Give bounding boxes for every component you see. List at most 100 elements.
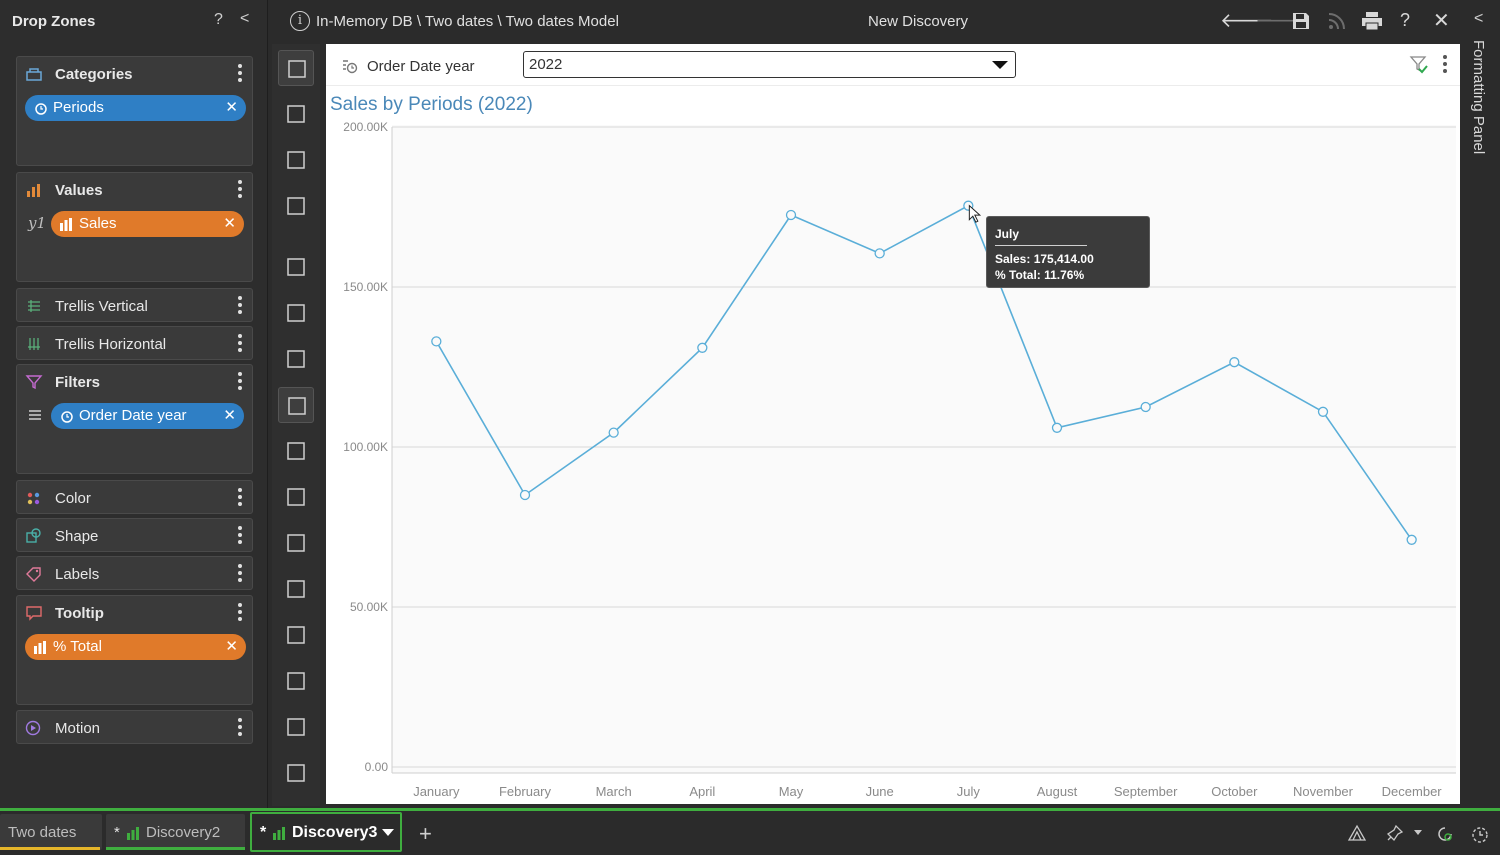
- save-icon[interactable]: [1291, 11, 1311, 31]
- remove-icon[interactable]: ✕: [223, 215, 236, 232]
- drop-zones-panel: Drop Zones ? < Categories Periods ✕ Valu…: [0, 0, 268, 808]
- zone-menu-icon[interactable]: [238, 718, 242, 738]
- zone-menu-icon[interactable]: [238, 296, 242, 316]
- trellis-vertical-icon: [28, 300, 40, 312]
- gauge-icon[interactable]: [278, 663, 314, 699]
- remove-icon[interactable]: ✕: [223, 407, 236, 424]
- zone-shape[interactable]: Shape: [16, 518, 253, 552]
- chevron-down-icon[interactable]: [992, 61, 1008, 69]
- zone-menu-icon[interactable]: [238, 564, 242, 584]
- zone-menu-icon[interactable]: [238, 64, 242, 84]
- x-tick-label: October: [1211, 784, 1258, 799]
- line-chart-icon[interactable]: [278, 387, 314, 423]
- pie-chart-icon[interactable]: [278, 479, 314, 515]
- bottom-tab-bar: Two dates * Discovery2 * Discovery3 +: [0, 808, 1500, 855]
- expand-panel-icon[interactable]: <: [1474, 10, 1484, 27]
- bar-chart-icon[interactable]: [278, 341, 314, 377]
- pill-percent-total[interactable]: % Total ✕: [25, 634, 246, 660]
- zone-color[interactable]: Color: [16, 480, 253, 514]
- zone-values[interactable]: Values y1 Sales ✕: [16, 172, 253, 282]
- line-chart: 0.00 50.00K 100.00K 150.00K 200.00K January Fe…: [343, 120, 1456, 799]
- page-title[interactable]: New Discovery: [868, 13, 969, 30]
- formatting-panel-tab[interactable]: < Formatting Panel: [1462, 0, 1500, 808]
- collapse-panel-icon[interactable]: <: [240, 10, 250, 27]
- formatting-panel-label[interactable]: Formatting Panel: [1470, 40, 1487, 155]
- more-options-icon[interactable]: [1443, 55, 1447, 75]
- zone-trellis-vertical[interactable]: Trellis Vertical: [16, 288, 253, 322]
- list-icon: [29, 410, 41, 420]
- treemap-icon[interactable]: [278, 617, 314, 653]
- zone-filters[interactable]: Filters Order Date year ✕: [16, 364, 253, 474]
- tab-discovery2[interactable]: * Discovery2: [106, 814, 245, 850]
- add-tab-icon[interactable]: +: [419, 821, 432, 846]
- close-icon[interactable]: ✕: [1433, 10, 1450, 32]
- zone-trellis-horizontal[interactable]: Trellis Horizontal: [16, 326, 253, 360]
- zone-tooltip[interactable]: Tooltip % Total ✕: [16, 595, 253, 705]
- zone-label: Color: [55, 490, 91, 507]
- chart-title: Sales by Periods (2022): [330, 94, 533, 115]
- rss-icon[interactable]: [1327, 11, 1347, 31]
- data-point: [1317, 406, 1329, 417]
- unsaved-marker: *: [114, 824, 120, 841]
- y-tick-label: 150.00K: [343, 280, 388, 294]
- zone-menu-icon[interactable]: [238, 488, 242, 508]
- zone-categories[interactable]: Categories Periods ✕: [16, 56, 253, 166]
- zone-labels[interactable]: Labels: [16, 556, 253, 590]
- tab-discovery3[interactable]: * Discovery3: [250, 812, 402, 852]
- zone-menu-icon[interactable]: [238, 372, 242, 392]
- remove-icon[interactable]: ✕: [225, 99, 238, 116]
- zone-menu-icon[interactable]: [238, 526, 242, 546]
- help-icon[interactable]: ?: [214, 11, 223, 28]
- y1-axis-label: y1: [28, 214, 47, 232]
- pill-periods[interactable]: Periods ✕: [25, 95, 246, 121]
- area-chart-icon[interactable]: [278, 433, 314, 469]
- series-line: [435, 204, 1413, 541]
- tooltip-title: July: [995, 227, 1087, 246]
- chevron-down-icon[interactable]: [1414, 830, 1422, 835]
- print-icon[interactable]: [1361, 11, 1383, 31]
- zone-menu-icon[interactable]: [238, 334, 242, 354]
- zone-menu-icon[interactable]: [238, 180, 242, 200]
- help-icon[interactable]: ?: [1400, 10, 1411, 30]
- grid-chart-icon[interactable]: [278, 249, 314, 285]
- refresh-icon[interactable]: [1435, 824, 1455, 844]
- x-tick-label: June: [866, 784, 894, 799]
- lasso-select-icon[interactable]: [278, 142, 314, 178]
- info-icon[interactable]: i: [290, 11, 310, 31]
- tab-two-dates[interactable]: Two dates: [0, 814, 102, 850]
- select-icon[interactable]: [278, 50, 314, 86]
- zone-menu-icon[interactable]: [238, 603, 242, 623]
- radar-chart-icon[interactable]: [278, 525, 314, 561]
- chart-area: Order Date year 2022 Sales by Periods (2…: [326, 44, 1460, 804]
- column-chart-icon[interactable]: [278, 295, 314, 331]
- custom-visual-icon[interactable]: [278, 755, 314, 791]
- drop-zones-title: Drop Zones: [12, 13, 96, 30]
- year-dropdown-value: 2022: [529, 56, 563, 73]
- zone-label: Trellis Horizontal: [55, 336, 167, 353]
- tab-label: Discovery3: [292, 824, 378, 841]
- layers-icon[interactable]: [1347, 824, 1367, 844]
- zone-label: Motion: [55, 720, 101, 737]
- data-point: [1406, 534, 1417, 545]
- pill-sales[interactable]: Sales ✕: [51, 211, 244, 237]
- measure-icon: [60, 218, 72, 231]
- unsaved-marker: *: [260, 824, 267, 841]
- tooltip-percent: % Total: 11.76%: [995, 268, 1085, 282]
- pin-icon[interactable]: [1384, 824, 1404, 844]
- timer-icon[interactable]: [1470, 824, 1490, 844]
- filter-applied-icon[interactable]: [1409, 55, 1429, 75]
- add-point-icon[interactable]: [278, 96, 314, 132]
- pointer-select-icon[interactable]: [278, 188, 314, 224]
- year-dropdown[interactable]: 2022: [523, 51, 1016, 78]
- back-icon[interactable]: 🡐: [1220, 10, 1274, 32]
- map-icon[interactable]: [278, 709, 314, 745]
- remove-icon[interactable]: ✕: [225, 638, 238, 655]
- zone-motion[interactable]: Motion: [16, 710, 253, 744]
- pill-order-date-year[interactable]: Order Date year ✕: [51, 403, 244, 429]
- top-bar: i In-Memory DB \ Two dates \ Two dates M…: [272, 0, 1462, 43]
- x-tick-label: February: [499, 784, 552, 799]
- motion-icon: [25, 720, 41, 736]
- chevron-down-icon[interactable]: [382, 829, 394, 836]
- y-tick-label: 100.00K: [343, 440, 388, 454]
- scatter-chart-icon[interactable]: [278, 571, 314, 607]
